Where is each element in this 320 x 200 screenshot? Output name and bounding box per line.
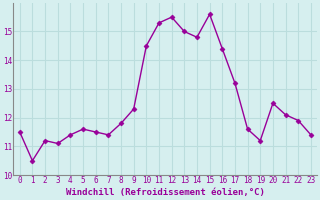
X-axis label: Windchill (Refroidissement éolien,°C): Windchill (Refroidissement éolien,°C) [66,188,265,197]
